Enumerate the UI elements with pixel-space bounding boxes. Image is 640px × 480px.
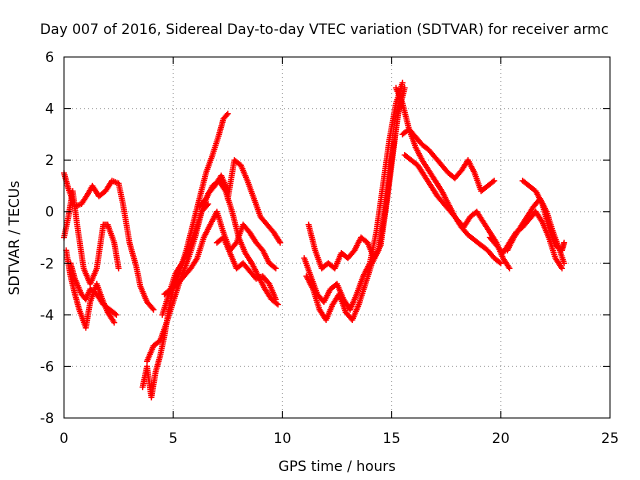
series-trace-17 [401, 152, 513, 272]
data-point-markers [399, 126, 498, 195]
data-point-markers [224, 157, 284, 246]
y-tick-label: -6 [40, 359, 54, 375]
chart-title: Day 007 of 2016, Sidereal Day-to-day VTE… [40, 22, 609, 38]
y-tick-label: 4 [45, 102, 54, 118]
x-tick-label: 25 [601, 431, 619, 447]
data-point-markers [196, 177, 281, 308]
ticks: 0 5 10 15 20 25 -8 -6 -4 -2 0 2 4 6 [40, 50, 619, 447]
series-trace-9 [196, 177, 281, 308]
y-tick-label: -2 [40, 256, 54, 272]
x-tick-label: 20 [492, 431, 510, 447]
y-tick-label: 2 [45, 153, 54, 169]
y-tick-label: -8 [40, 411, 54, 427]
x-tick-label: 10 [273, 431, 291, 447]
x-tick-label: 5 [169, 431, 178, 447]
y-axis-label: SDTVAR / TECUs [7, 181, 23, 296]
data-point-markers [213, 234, 279, 303]
data-point-markers [401, 152, 513, 272]
y-tick-label: -4 [40, 308, 54, 324]
y-tick-label: 0 [45, 205, 54, 221]
plot-frame [63, 56, 611, 419]
x-tick-label: 0 [60, 431, 69, 447]
series-trace-14 [305, 92, 404, 272]
x-tick-label: 15 [383, 431, 401, 447]
data-point-markers [305, 92, 404, 272]
data-layer [61, 79, 568, 401]
y-tick-label: 6 [45, 50, 54, 66]
data-point-markers [519, 177, 568, 254]
x-axis-label: GPS time / hours [278, 459, 395, 475]
series-trace-16 [399, 126, 498, 195]
series-trace-10 [224, 157, 284, 246]
grid [64, 57, 610, 418]
series-trace-11 [213, 234, 279, 303]
series-trace-20 [519, 177, 568, 254]
